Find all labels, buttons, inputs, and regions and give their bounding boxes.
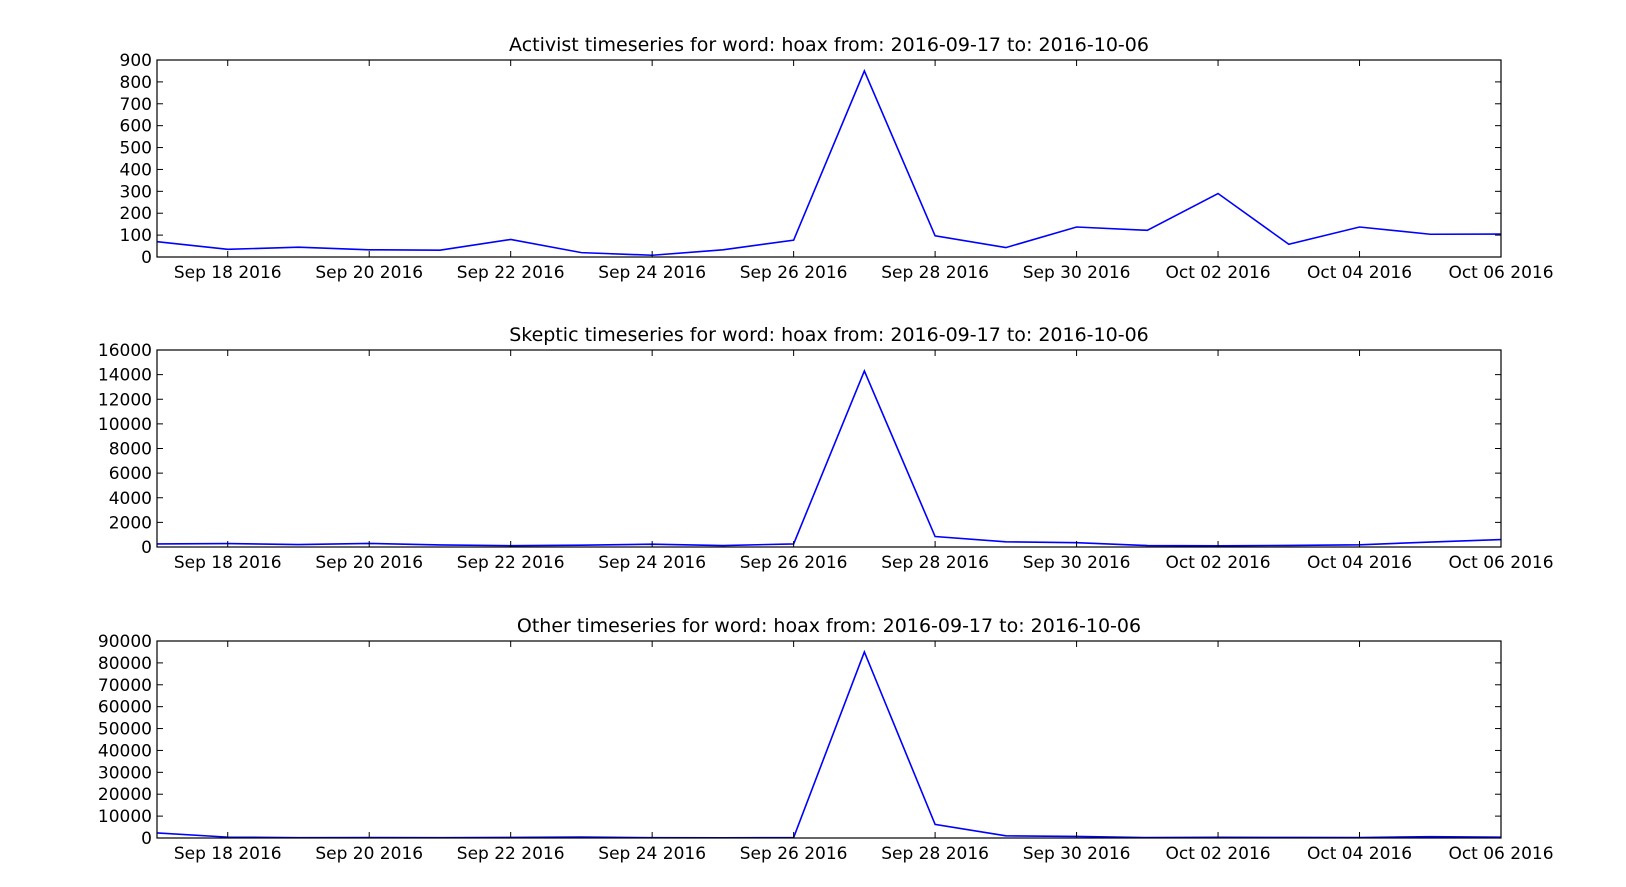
y-tick-label: 70000 <box>98 676 152 696</box>
x-tick-label: Sep 18 2016 <box>174 844 282 864</box>
x-tick-label: Sep 26 2016 <box>740 553 848 573</box>
x-tick-label: Sep 20 2016 <box>315 553 423 573</box>
y-tick-label: 10000 <box>98 415 152 435</box>
plot-frame <box>156 59 1502 258</box>
y-tick-label: 500 <box>120 139 152 159</box>
x-tick-label: Sep 26 2016 <box>740 263 848 283</box>
x-tick-label: Oct 02 2016 <box>1165 844 1270 864</box>
x-tick-label: Oct 02 2016 <box>1165 263 1270 283</box>
y-tick-label: 800 <box>120 73 152 93</box>
x-tick-label: Sep 30 2016 <box>1023 844 1131 864</box>
y-tick-label: 80000 <box>98 654 152 674</box>
x-tick-label: Sep 20 2016 <box>315 844 423 864</box>
y-tick-label: 300 <box>120 182 152 202</box>
x-tick-label: Sep 28 2016 <box>881 263 989 283</box>
y-tick-label: 100 <box>120 226 152 246</box>
x-tick-label: Oct 06 2016 <box>1448 844 1553 864</box>
x-tick-label: Sep 26 2016 <box>740 844 848 864</box>
y-tick-label: 16000 <box>98 341 152 361</box>
x-tick-label: Sep 20 2016 <box>315 263 423 283</box>
x-tick-label: Oct 06 2016 <box>1448 263 1553 283</box>
y-tick-label: 0 <box>141 248 152 268</box>
series-line-1 <box>157 368 1501 547</box>
chart-title: Other timeseries for word: hoax from: 20… <box>517 615 1141 637</box>
y-tick-label: 14000 <box>98 366 152 386</box>
x-tick-label: Sep 30 2016 <box>1023 553 1131 573</box>
x-tick-label: Oct 04 2016 <box>1307 263 1412 283</box>
chart-panel-1: Activist timeseries for word: hoax from:… <box>120 34 1554 283</box>
y-tick-label: 200 <box>120 204 152 224</box>
x-tick-label: Sep 28 2016 <box>881 553 989 573</box>
series-line-1 <box>157 68 1501 257</box>
x-tick-label: Sep 24 2016 <box>598 553 706 573</box>
x-tick-label: Sep 22 2016 <box>457 263 565 283</box>
x-tick-label: Sep 18 2016 <box>174 263 282 283</box>
plot-frame <box>156 640 1502 839</box>
y-tick-label: 6000 <box>109 464 152 484</box>
y-tick-label: 900 <box>120 51 152 71</box>
x-tick-label: Oct 04 2016 <box>1307 844 1412 864</box>
chart-title: Skeptic timeseries for word: hoax from: … <box>509 324 1149 346</box>
x-tick-label: Sep 22 2016 <box>457 553 565 573</box>
y-tick-label: 700 <box>120 95 152 115</box>
y-tick-label: 0 <box>141 538 152 558</box>
x-tick-label: Sep 24 2016 <box>598 844 706 864</box>
y-tick-label: 90000 <box>98 632 152 652</box>
y-tick-label: 20000 <box>98 785 152 805</box>
chart-title: Activist timeseries for word: hoax from:… <box>509 34 1149 56</box>
x-tick-label: Oct 04 2016 <box>1307 553 1412 573</box>
x-tick-label: Sep 24 2016 <box>598 263 706 283</box>
chart-panel-3: Other timeseries for word: hoax from: 20… <box>98 615 1554 864</box>
y-tick-label: 400 <box>120 160 152 180</box>
chart-panel-2: Skeptic timeseries for word: hoax from: … <box>98 324 1554 573</box>
y-tick-label: 2000 <box>109 513 152 533</box>
y-tick-label: 60000 <box>98 698 152 718</box>
y-tick-label: 40000 <box>98 741 152 761</box>
y-tick-label: 8000 <box>109 440 152 460</box>
y-tick-label: 50000 <box>98 720 152 740</box>
y-tick-label: 4000 <box>109 489 152 509</box>
x-tick-label: Sep 30 2016 <box>1023 263 1131 283</box>
y-tick-label: 10000 <box>98 807 152 827</box>
x-tick-label: Sep 18 2016 <box>174 553 282 573</box>
y-tick-label: 0 <box>141 829 152 849</box>
x-tick-label: Sep 28 2016 <box>881 844 989 864</box>
x-tick-label: Oct 06 2016 <box>1448 553 1553 573</box>
plot-frame <box>156 349 1502 548</box>
x-tick-label: Sep 22 2016 <box>457 844 565 864</box>
series-line-1 <box>157 649 1501 838</box>
y-tick-label: 600 <box>120 117 152 137</box>
y-tick-label: 30000 <box>98 763 152 783</box>
y-tick-label: 12000 <box>98 390 152 410</box>
x-tick-label: Oct 02 2016 <box>1165 553 1270 573</box>
